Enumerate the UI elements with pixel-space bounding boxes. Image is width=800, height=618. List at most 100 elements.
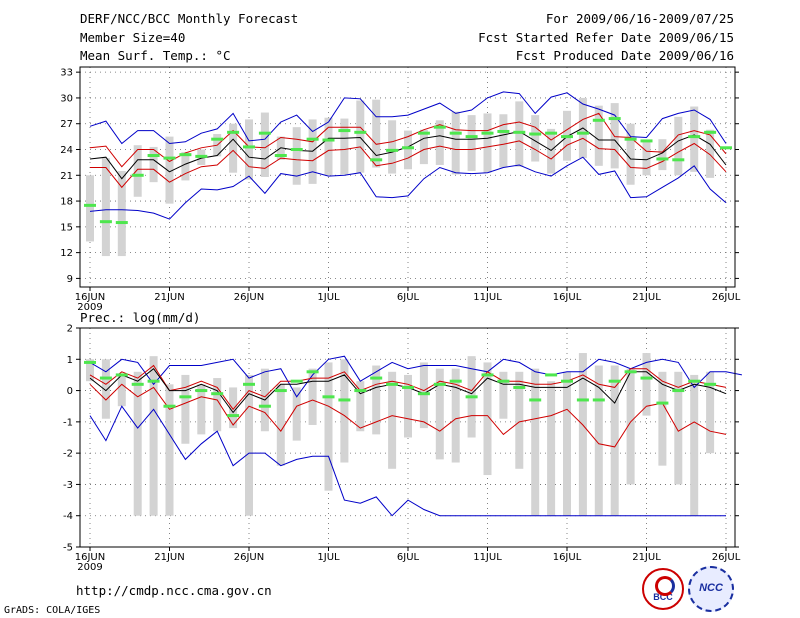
prec-median-13 [290, 379, 303, 383]
temp-median-1 [99, 220, 112, 224]
prec-box-27 [515, 371, 524, 469]
bcc-logo-text: BCC [653, 592, 673, 602]
temp-xtick-label: 26JUL [712, 292, 741, 303]
prec-box-18 [372, 365, 381, 435]
prec-box-5 [165, 384, 174, 516]
prec-xtick-label: 16JUL [553, 552, 582, 563]
temp-max-line [89, 91, 727, 145]
temp-ytick-label: 15 [60, 222, 73, 233]
temp-median-17 [354, 130, 367, 134]
temp-median-9 [227, 130, 240, 134]
temp-box-35 [642, 140, 651, 176]
prec-median-39 [704, 382, 717, 386]
temp-median-6 [179, 153, 192, 157]
prec-box-25 [483, 362, 492, 476]
prec-box-26 [499, 371, 508, 419]
temp-box-39 [706, 129, 715, 178]
temp-median-28 [529, 132, 542, 136]
prec-median-1 [99, 376, 112, 380]
prec-ytick-label: -1 [63, 417, 73, 428]
prec-median-3 [131, 382, 144, 386]
temp-median-40 [720, 146, 732, 150]
temp-median-15 [322, 138, 335, 142]
prec-median-28 [529, 398, 542, 402]
prec-median-24 [465, 395, 478, 399]
prec-median-35 [640, 376, 653, 380]
prec-ytick-label: -4 [63, 511, 73, 522]
temp-xtick-label: 26JUN [234, 292, 264, 303]
prec-xtick-label: 6JUL [397, 552, 420, 563]
temp-xtick-label: 16JUN [75, 292, 105, 303]
prec-box-37 [674, 371, 683, 485]
prec-median-17 [354, 389, 367, 393]
temp-box-16 [340, 118, 349, 175]
prec-median-6 [179, 395, 192, 399]
temp-median-22 [433, 125, 446, 129]
temp-median-11 [258, 131, 271, 135]
prec-median-0 [84, 360, 96, 364]
temp-xtick-label: 16JUL [553, 292, 582, 303]
temp-median-13 [290, 148, 303, 151]
temp-ytick-label: 12 [60, 248, 73, 259]
temp-median-26 [497, 129, 510, 133]
temp-median-16 [338, 129, 351, 133]
prec-median-12 [274, 389, 287, 393]
grads-credit: GrADS: COLA/IGES [4, 605, 101, 616]
prec-median-19 [386, 382, 399, 386]
prec-median-26 [497, 379, 510, 383]
prec-box-13 [292, 387, 301, 441]
ncc-logo: NCC [688, 566, 734, 612]
temp-box-3 [133, 145, 142, 197]
prec-median-10 [243, 382, 255, 386]
temp-box-5 [165, 136, 174, 204]
temp-box-24 [467, 115, 476, 171]
temp-box-20 [404, 130, 412, 170]
temp-min-line [89, 156, 727, 220]
source-url[interactable]: http://cmdp.ncc.cma.gov.cn [76, 583, 272, 598]
temp-box-19 [388, 120, 397, 174]
temp-median-20 [402, 146, 414, 150]
temp-box-23 [451, 111, 460, 175]
prec-box-29 [547, 381, 556, 516]
prec-xtick-label: 11JUL [473, 552, 502, 563]
prec-median-11 [258, 404, 271, 408]
temp-median-19 [386, 148, 399, 152]
prec-box-20 [404, 374, 412, 438]
temp-median-12 [274, 154, 287, 158]
prec-median-4 [147, 379, 160, 383]
prec-box-32 [594, 365, 603, 516]
prec-max-line [89, 355, 742, 398]
temp-median-23 [449, 131, 462, 135]
prec-median-22 [433, 382, 446, 386]
prec-box-10 [245, 374, 253, 516]
prec-box-16 [340, 359, 349, 463]
prec-median-15 [322, 395, 335, 399]
prec-box-38 [690, 374, 699, 516]
prec-box-12 [276, 384, 285, 466]
temp-box-11 [260, 112, 269, 177]
member-size: Member Size=40 [80, 30, 186, 45]
prec-ytick-label: -5 [63, 543, 73, 554]
prec-box-2 [117, 374, 126, 407]
temp-box-1 [101, 158, 110, 257]
temp-median-29 [545, 131, 558, 135]
prec-median-23 [449, 379, 462, 383]
prec-box-28 [531, 368, 540, 516]
prec-median-38 [688, 379, 701, 383]
temp-ytick-label: 30 [60, 93, 73, 104]
prec-box-4 [149, 356, 158, 516]
temp-median-39 [704, 130, 717, 134]
temp-box-9 [229, 123, 238, 173]
temp-median-14 [306, 137, 319, 141]
temp-box-18 [372, 99, 381, 168]
temp-median-33 [608, 117, 621, 121]
temp-median-31 [576, 131, 589, 135]
prec-median-2 [115, 373, 128, 377]
temp-median-3 [131, 173, 144, 177]
temp-ytick-label: 27 [60, 119, 73, 130]
temp-box-34 [626, 123, 635, 185]
prec-box-34 [626, 368, 635, 485]
prec-ytick-label: -3 [63, 480, 73, 491]
temp-box-2 [117, 170, 126, 257]
